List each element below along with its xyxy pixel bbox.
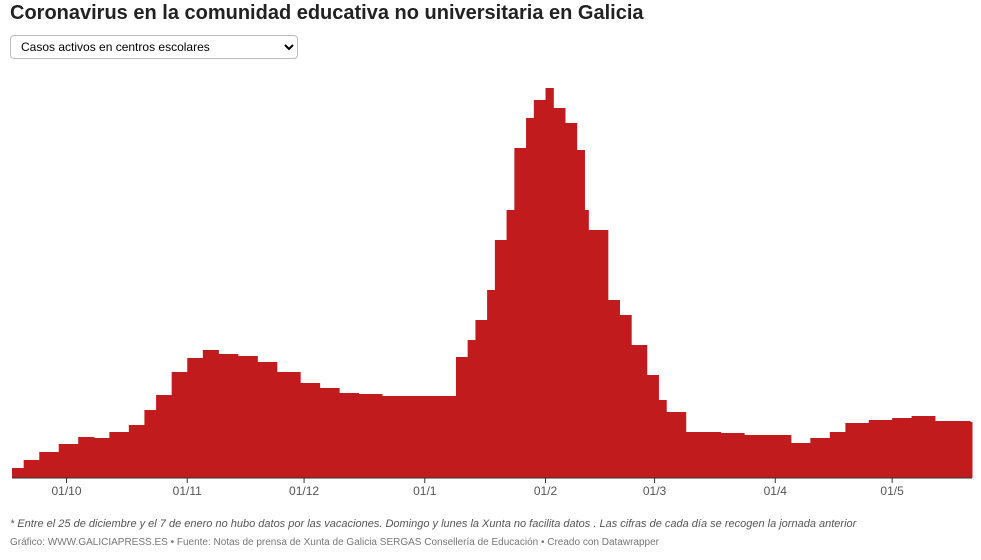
- step-bar: [829, 432, 846, 478]
- step-bar: [666, 412, 687, 478]
- step-bar: [810, 438, 831, 478]
- x-tick-label: 01/11: [173, 484, 202, 498]
- step-bar: [144, 410, 157, 478]
- step-bar: [237, 356, 258, 478]
- x-tick-label: 01/12: [289, 484, 319, 498]
- step-bar: [300, 383, 321, 478]
- step-bar: [646, 375, 659, 478]
- step-bar: [564, 123, 578, 478]
- step-bar: [506, 210, 515, 478]
- step-bar: [171, 372, 188, 478]
- step-bar: [276, 372, 301, 478]
- step-bar: [339, 393, 360, 478]
- step-bar: [381, 396, 453, 478]
- step-bar: [39, 452, 60, 478]
- x-tick-label: 01/3: [643, 484, 667, 498]
- step-bar: [156, 395, 173, 478]
- step-bar: [109, 432, 130, 478]
- step-bar: [452, 396, 457, 478]
- step-bar: [475, 320, 488, 478]
- step-bar: [467, 340, 476, 478]
- step-bar: [619, 315, 632, 478]
- step-bar: [257, 362, 278, 478]
- step-bar: [12, 468, 25, 478]
- step-bar: [58, 444, 79, 478]
- step-bar: [487, 290, 496, 478]
- step-bar: [455, 357, 469, 478]
- step-bar: [892, 418, 913, 478]
- step-bar: [319, 388, 340, 478]
- step-bar: [934, 421, 971, 478]
- step-bar: [553, 108, 566, 478]
- step-bar: [685, 432, 722, 478]
- step-bar: [744, 435, 792, 478]
- step-bar: [533, 100, 547, 478]
- step-bar: [494, 240, 508, 478]
- step-bar: [187, 358, 204, 478]
- step-bar: [128, 425, 145, 478]
- step-bar: [845, 423, 870, 478]
- x-tick-label: 01/1: [413, 484, 437, 498]
- step-bar: [868, 420, 893, 478]
- step-bar: [720, 433, 745, 478]
- step-bar: [514, 148, 527, 478]
- step-bar: [93, 438, 110, 478]
- step-bar: [911, 416, 936, 478]
- step-bar: [790, 443, 811, 478]
- chart-title: Coronavirus en la comunidad educativa no…: [10, 2, 644, 24]
- step-bar: [202, 350, 219, 478]
- x-tick-label: 01/4: [764, 484, 788, 498]
- source: Gráfico: WWW.GALICIAPRESS.ES • Fuente: N…: [10, 537, 659, 548]
- step-bar: [658, 400, 667, 478]
- step-bar: [970, 422, 973, 478]
- x-tick-label: 01/5: [880, 484, 904, 498]
- step-bar: [607, 300, 621, 478]
- footnote: * Entre el 25 de diciembre y el 7 de ene…: [10, 518, 857, 530]
- step-bar: [526, 118, 535, 478]
- step-bar: [631, 345, 648, 478]
- step-bar: [588, 230, 609, 478]
- step-bar: [545, 88, 554, 478]
- step-bar: [358, 394, 383, 478]
- x-tick-label: 01/10: [52, 484, 82, 498]
- chart: 01/10 01/11 01/12 01/1 01/2 01/3 01/4 01/5: [12, 88, 973, 498]
- step-bar: [78, 437, 95, 478]
- step-bar: [218, 354, 239, 478]
- step-bar: [23, 460, 40, 478]
- metric-selector[interactable]: Casos activos en centros escolares: [10, 35, 298, 59]
- step-bar: [576, 150, 585, 478]
- step-bar: [584, 210, 589, 478]
- x-tick-label: 01/2: [534, 484, 558, 498]
